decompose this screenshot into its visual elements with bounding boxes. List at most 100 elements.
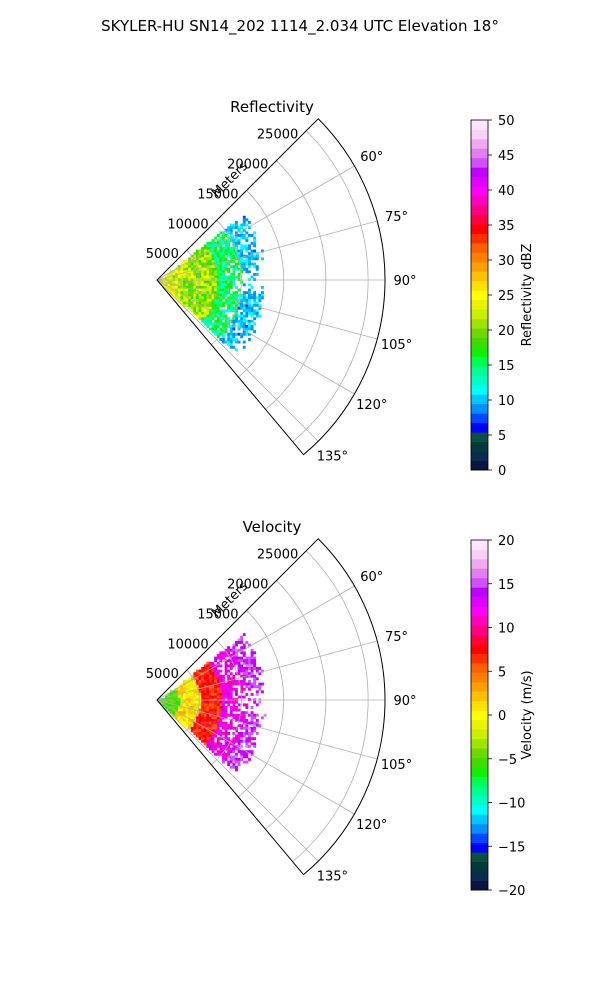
data-cell	[242, 299, 246, 302]
data-cell	[222, 695, 225, 699]
data-cell	[229, 760, 233, 764]
data-cell	[188, 270, 192, 274]
data-cell	[245, 685, 249, 689]
data-cell	[219, 239, 223, 243]
data-cell	[209, 732, 212, 735]
data-cell	[183, 716, 186, 720]
data-cell	[219, 275, 223, 279]
data-cell	[206, 664, 210, 668]
data-cell	[203, 322, 207, 326]
data-cell	[188, 713, 192, 717]
data-cell	[227, 664, 231, 668]
azimuth-spoke	[156, 585, 355, 701]
data-cell	[211, 309, 215, 313]
data-cell	[219, 680, 223, 683]
data-cell	[175, 690, 179, 694]
data-cell	[201, 247, 205, 250]
data-cell	[198, 288, 202, 292]
data-cell	[203, 317, 207, 321]
data-cell	[222, 708, 225, 712]
azimuth-spoke	[156, 279, 378, 340]
data-cell	[167, 283, 171, 287]
colorbar-swatch	[471, 205, 488, 215]
data-cell	[206, 713, 210, 717]
data-cell	[224, 244, 228, 248]
data-cell	[216, 693, 220, 696]
colorbar-swatch	[471, 375, 488, 386]
data-cell	[188, 677, 192, 681]
data-cell	[172, 293, 176, 297]
data-cell	[237, 275, 241, 279]
colorbar-swatch	[471, 413, 488, 424]
data-cell	[255, 667, 259, 670]
data-cell	[255, 685, 259, 689]
data-cell	[167, 280, 171, 284]
data-cell	[237, 703, 241, 707]
data-cell	[203, 270, 207, 274]
data-cell	[211, 721, 215, 725]
colorbar-swatch	[471, 710, 488, 721]
range-ring	[183, 249, 200, 313]
data-cell	[222, 241, 225, 245]
data-cell	[235, 643, 238, 647]
data-cell	[167, 273, 171, 276]
data-cell	[250, 293, 254, 297]
data-cell	[242, 236, 246, 240]
data-cell	[248, 737, 251, 741]
data-cell	[237, 669, 241, 673]
data-cell	[248, 672, 251, 676]
data-cell	[229, 330, 233, 334]
data-cell	[180, 286, 184, 289]
data-cell	[185, 721, 189, 725]
colorbar-swatch	[471, 549, 488, 560]
data-cell	[206, 280, 210, 284]
data-cell	[185, 260, 189, 263]
data-cell	[229, 755, 233, 759]
data-cell	[185, 687, 189, 691]
data-cell	[185, 682, 189, 686]
azimuth-tick-label: 90°	[393, 694, 416, 709]
data-cell	[198, 687, 202, 691]
data-cell	[193, 674, 197, 678]
data-cell	[232, 280, 236, 284]
data-cell	[255, 304, 259, 308]
data-cell	[175, 716, 179, 720]
data-cell	[193, 306, 197, 310]
colorbar-swatch	[471, 852, 488, 863]
data-cell	[201, 254, 205, 258]
data-cell	[232, 257, 236, 261]
data-cell	[206, 742, 210, 746]
data-cell	[250, 234, 254, 237]
data-cell	[170, 288, 173, 292]
range-ring	[238, 610, 285, 798]
data-cell	[229, 685, 233, 689]
data-cell	[219, 721, 223, 725]
data-cell	[198, 314, 202, 318]
data-cell	[188, 700, 192, 704]
azimuth-spoke	[156, 279, 319, 442]
data-cell	[185, 275, 189, 279]
data-cell	[222, 288, 225, 292]
data-cell	[235, 690, 238, 694]
data-cell	[214, 726, 218, 730]
data-cell	[196, 703, 199, 707]
data-cell	[248, 750, 251, 754]
data-cell	[245, 270, 249, 274]
data-cell	[185, 288, 189, 292]
data-cell	[222, 732, 225, 735]
data-cell	[229, 682, 233, 686]
data-cell	[224, 737, 228, 741]
data-cell	[203, 713, 207, 717]
data-cell	[196, 677, 199, 681]
data-cell	[183, 713, 186, 717]
data-cell	[229, 672, 233, 676]
data-cell	[253, 265, 257, 269]
data-cell	[180, 682, 184, 686]
data-cell	[211, 273, 215, 276]
data-cell	[209, 301, 212, 305]
data-cell	[203, 257, 207, 261]
data-cell	[219, 286, 223, 289]
data-cell	[198, 716, 202, 720]
data-cell	[232, 646, 236, 650]
data-cell	[193, 291, 197, 295]
